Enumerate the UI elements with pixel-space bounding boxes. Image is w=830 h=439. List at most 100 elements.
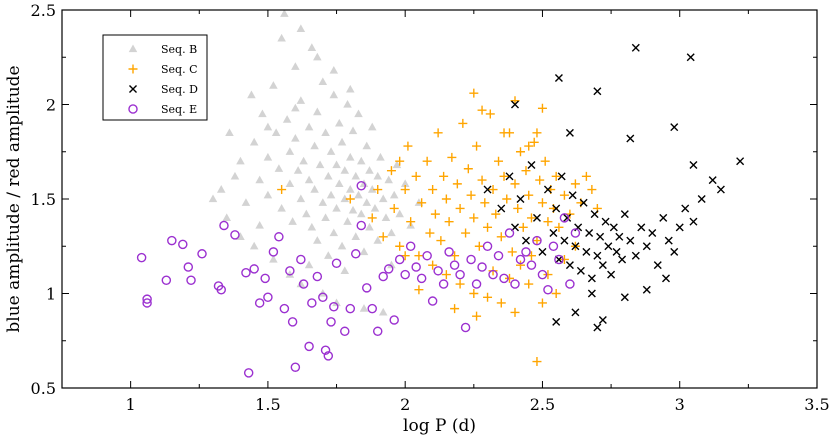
data-point-seq-b <box>373 236 383 244</box>
data-point-seq-e <box>268 247 279 257</box>
data-point-seq-e <box>186 275 196 286</box>
data-point-seq-e <box>167 235 177 246</box>
data-point-seq-e <box>274 232 284 242</box>
data-point-seq-c <box>524 279 534 289</box>
x-tick-label: 1 <box>126 395 136 414</box>
data-point-seq-e <box>279 303 290 314</box>
data-point-seq-d <box>593 87 602 96</box>
data-point-seq-b <box>354 109 363 118</box>
data-point-seq-d <box>670 123 679 132</box>
data-point-seq-b <box>332 298 341 307</box>
data-point-seq-b <box>365 166 374 174</box>
data-point-seq-c <box>463 164 473 174</box>
data-point-seq-c <box>406 217 416 227</box>
data-point-seq-c <box>452 179 462 189</box>
data-point-seq-d <box>642 285 651 294</box>
data-point-seq-d <box>549 229 558 238</box>
data-point-seq-b <box>326 147 336 155</box>
data-point-seq-b <box>343 100 352 108</box>
data-point-seq-c <box>411 171 421 181</box>
legend-box <box>102 34 208 121</box>
data-point-seq-c <box>428 260 438 270</box>
data-point-seq-e <box>178 239 188 250</box>
data-point-seq-d <box>664 236 673 245</box>
data-point-seq-b <box>326 190 336 199</box>
data-point-seq-c <box>551 289 561 298</box>
data-point-seq-c <box>524 190 534 200</box>
data-point-seq-c <box>532 357 542 367</box>
data-point-seq-b <box>329 228 339 237</box>
data-point-seq-b <box>293 166 303 174</box>
data-point-seq-e <box>304 341 314 352</box>
data-point-seq-b <box>345 152 355 161</box>
data-point-seq-b <box>359 247 369 256</box>
data-point-seq-e <box>260 273 270 284</box>
data-point-seq-b <box>345 84 355 93</box>
data-point-seq-e <box>411 262 421 272</box>
data-point-seq-d <box>565 261 574 270</box>
data-point-seq-d <box>631 43 640 52</box>
data-point-seq-b <box>315 160 325 169</box>
data-point-seq-e <box>504 228 515 238</box>
y-tick-label: 1 <box>46 285 56 304</box>
data-point-seq-d <box>689 217 698 226</box>
data-point-seq-d <box>716 185 725 194</box>
data-point-seq-b <box>387 260 396 269</box>
data-point-seq-d <box>631 251 640 260</box>
data-point-seq-e <box>263 292 273 303</box>
data-point-seq-e <box>356 181 367 191</box>
data-point-seq-c <box>581 171 591 181</box>
data-point-seq-b <box>324 251 333 259</box>
data-point-seq-d <box>607 270 616 279</box>
data-point-seq-b <box>291 134 300 142</box>
data-point-seq-c <box>510 179 520 189</box>
data-point-seq-e <box>389 315 399 325</box>
data-point-seq-b <box>329 90 339 99</box>
data-point-seq-c <box>466 190 476 200</box>
data-point-seq-b <box>307 222 317 231</box>
y-axis-title: blue amplitude / red amplitude <box>4 65 24 332</box>
data-point-seq-b <box>241 198 251 206</box>
data-point-seq-c <box>532 236 542 246</box>
data-point-seq-e <box>449 260 460 270</box>
data-point-seq-b <box>285 147 295 155</box>
data-point-seq-e <box>455 269 465 280</box>
data-point-seq-c <box>474 241 484 251</box>
data-point-seq-e <box>326 317 336 327</box>
data-point-seq-b <box>335 118 344 127</box>
legend-marker-seq-b <box>128 44 138 53</box>
data-point-seq-e <box>249 264 259 274</box>
data-point-seq-d <box>483 185 492 194</box>
data-point-seq-b <box>280 10 289 17</box>
data-point-seq-b <box>392 160 402 169</box>
data-point-seq-c <box>526 213 536 223</box>
data-point-seq-e <box>433 266 443 276</box>
data-point-seq-c <box>461 228 471 238</box>
data-point-seq-c <box>436 236 446 246</box>
data-point-seq-d <box>579 198 588 207</box>
data-point-seq-e <box>383 264 394 274</box>
data-point-seq-c <box>444 217 454 227</box>
data-point-seq-c <box>551 171 561 181</box>
legend-label-seq-c: Seq. C <box>161 63 198 76</box>
data-point-seq-d <box>576 266 585 275</box>
data-point-seq-b <box>236 156 245 165</box>
data-point-seq-c <box>469 88 479 98</box>
data-point-seq-e <box>510 279 520 289</box>
data-point-seq-e <box>323 351 334 361</box>
data-point-seq-e <box>320 345 331 355</box>
data-point-seq-c <box>488 185 498 195</box>
data-point-seq-c <box>428 185 438 195</box>
data-point-seq-b <box>291 62 300 70</box>
data-point-seq-e <box>367 303 377 314</box>
data-point-seq-b <box>313 107 322 116</box>
data-point-seq-e <box>526 260 537 270</box>
data-point-seq-c <box>499 128 509 138</box>
data-point-seq-b <box>249 137 259 146</box>
data-point-seq-c <box>439 171 449 181</box>
data-point-seq-c <box>496 232 506 242</box>
data-point-seq-d <box>538 247 547 256</box>
data-point-seq-b <box>255 175 264 184</box>
data-point-seq-c <box>491 209 501 219</box>
data-point-seq-b <box>255 220 264 229</box>
